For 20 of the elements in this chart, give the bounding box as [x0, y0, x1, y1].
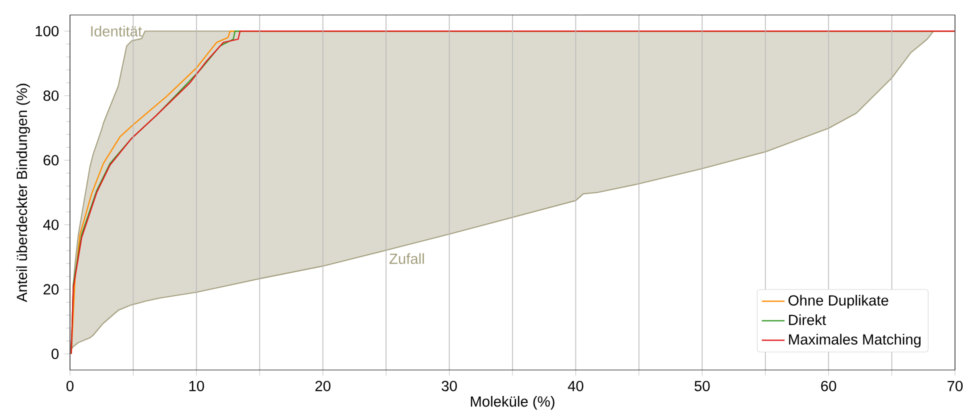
y-axis-title: Anteil überdeckter Bindungen (%) — [16, 84, 30, 302]
legend-label: Direkt — [789, 314, 826, 326]
x-axis-title: Moleküle (%) — [470, 396, 554, 410]
x-tick-label: 20 — [315, 380, 330, 392]
y-tick-label: 100 — [36, 26, 59, 36]
x-tick-label: 60 — [821, 380, 836, 392]
legend-label: Maximales Matching — [789, 334, 921, 348]
x-tick-label: 30 — [442, 380, 457, 392]
y-tick-label: 20 — [44, 284, 59, 295]
y-tick-label: 40 — [43, 220, 59, 230]
x-tick-label: 10 — [189, 380, 204, 392]
y-tick-label: 80 — [43, 90, 59, 101]
series-label: Zufall — [389, 253, 424, 264]
x-tick-label: 50 — [694, 380, 710, 392]
legend-label: Ohne Duplikate — [788, 294, 888, 308]
x-tick-label: 0 — [66, 380, 74, 392]
y-tick-label: 0 — [52, 348, 59, 360]
y-tick-label: 60 — [44, 155, 59, 166]
x-tick-label: 70 — [948, 380, 963, 392]
x-tick-label: 40 — [568, 380, 584, 392]
